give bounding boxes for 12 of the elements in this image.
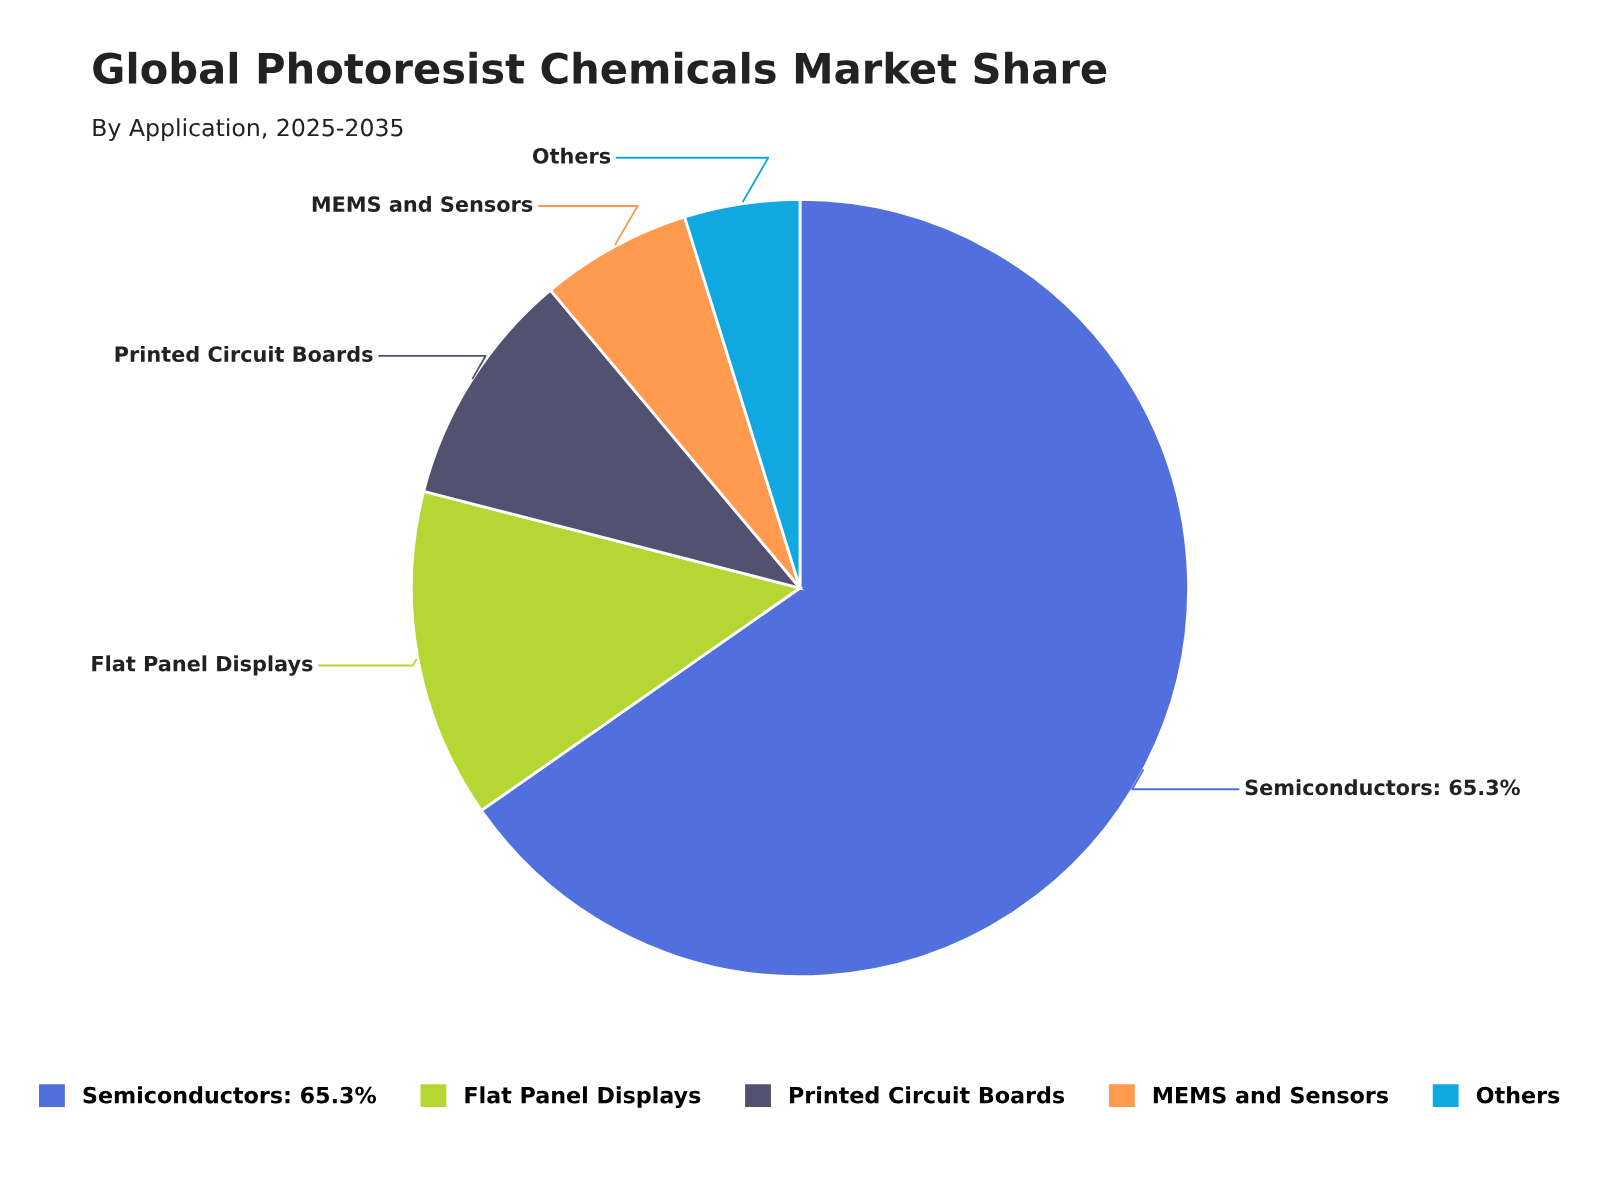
slice-label: Flat Panel Displays <box>92 655 313 676</box>
slice-label: MEMS and Sensors <box>312 195 533 213</box>
slice-label: Semiconductors: 65.3% <box>1245 779 1520 796</box>
slice-label: Others <box>532 147 611 164</box>
legend-label: MEMS and Sensors <box>1153 1086 1388 1104</box>
chart-title: Global Photoresist Chemicals Market Share <box>93 51 1107 85</box>
slice-label: Printed Circuit Boards <box>115 345 373 363</box>
legend-label: Printed Circuit Boards <box>790 1086 1065 1104</box>
legend-label: Semiconductors: 65.3% <box>83 1086 377 1104</box>
legend-label: Flat Panel Displays <box>465 1086 701 1108</box>
chart-subtitle: By Application, 2025-2035 <box>93 118 403 142</box>
legend-label: Others <box>1476 1086 1560 1104</box>
